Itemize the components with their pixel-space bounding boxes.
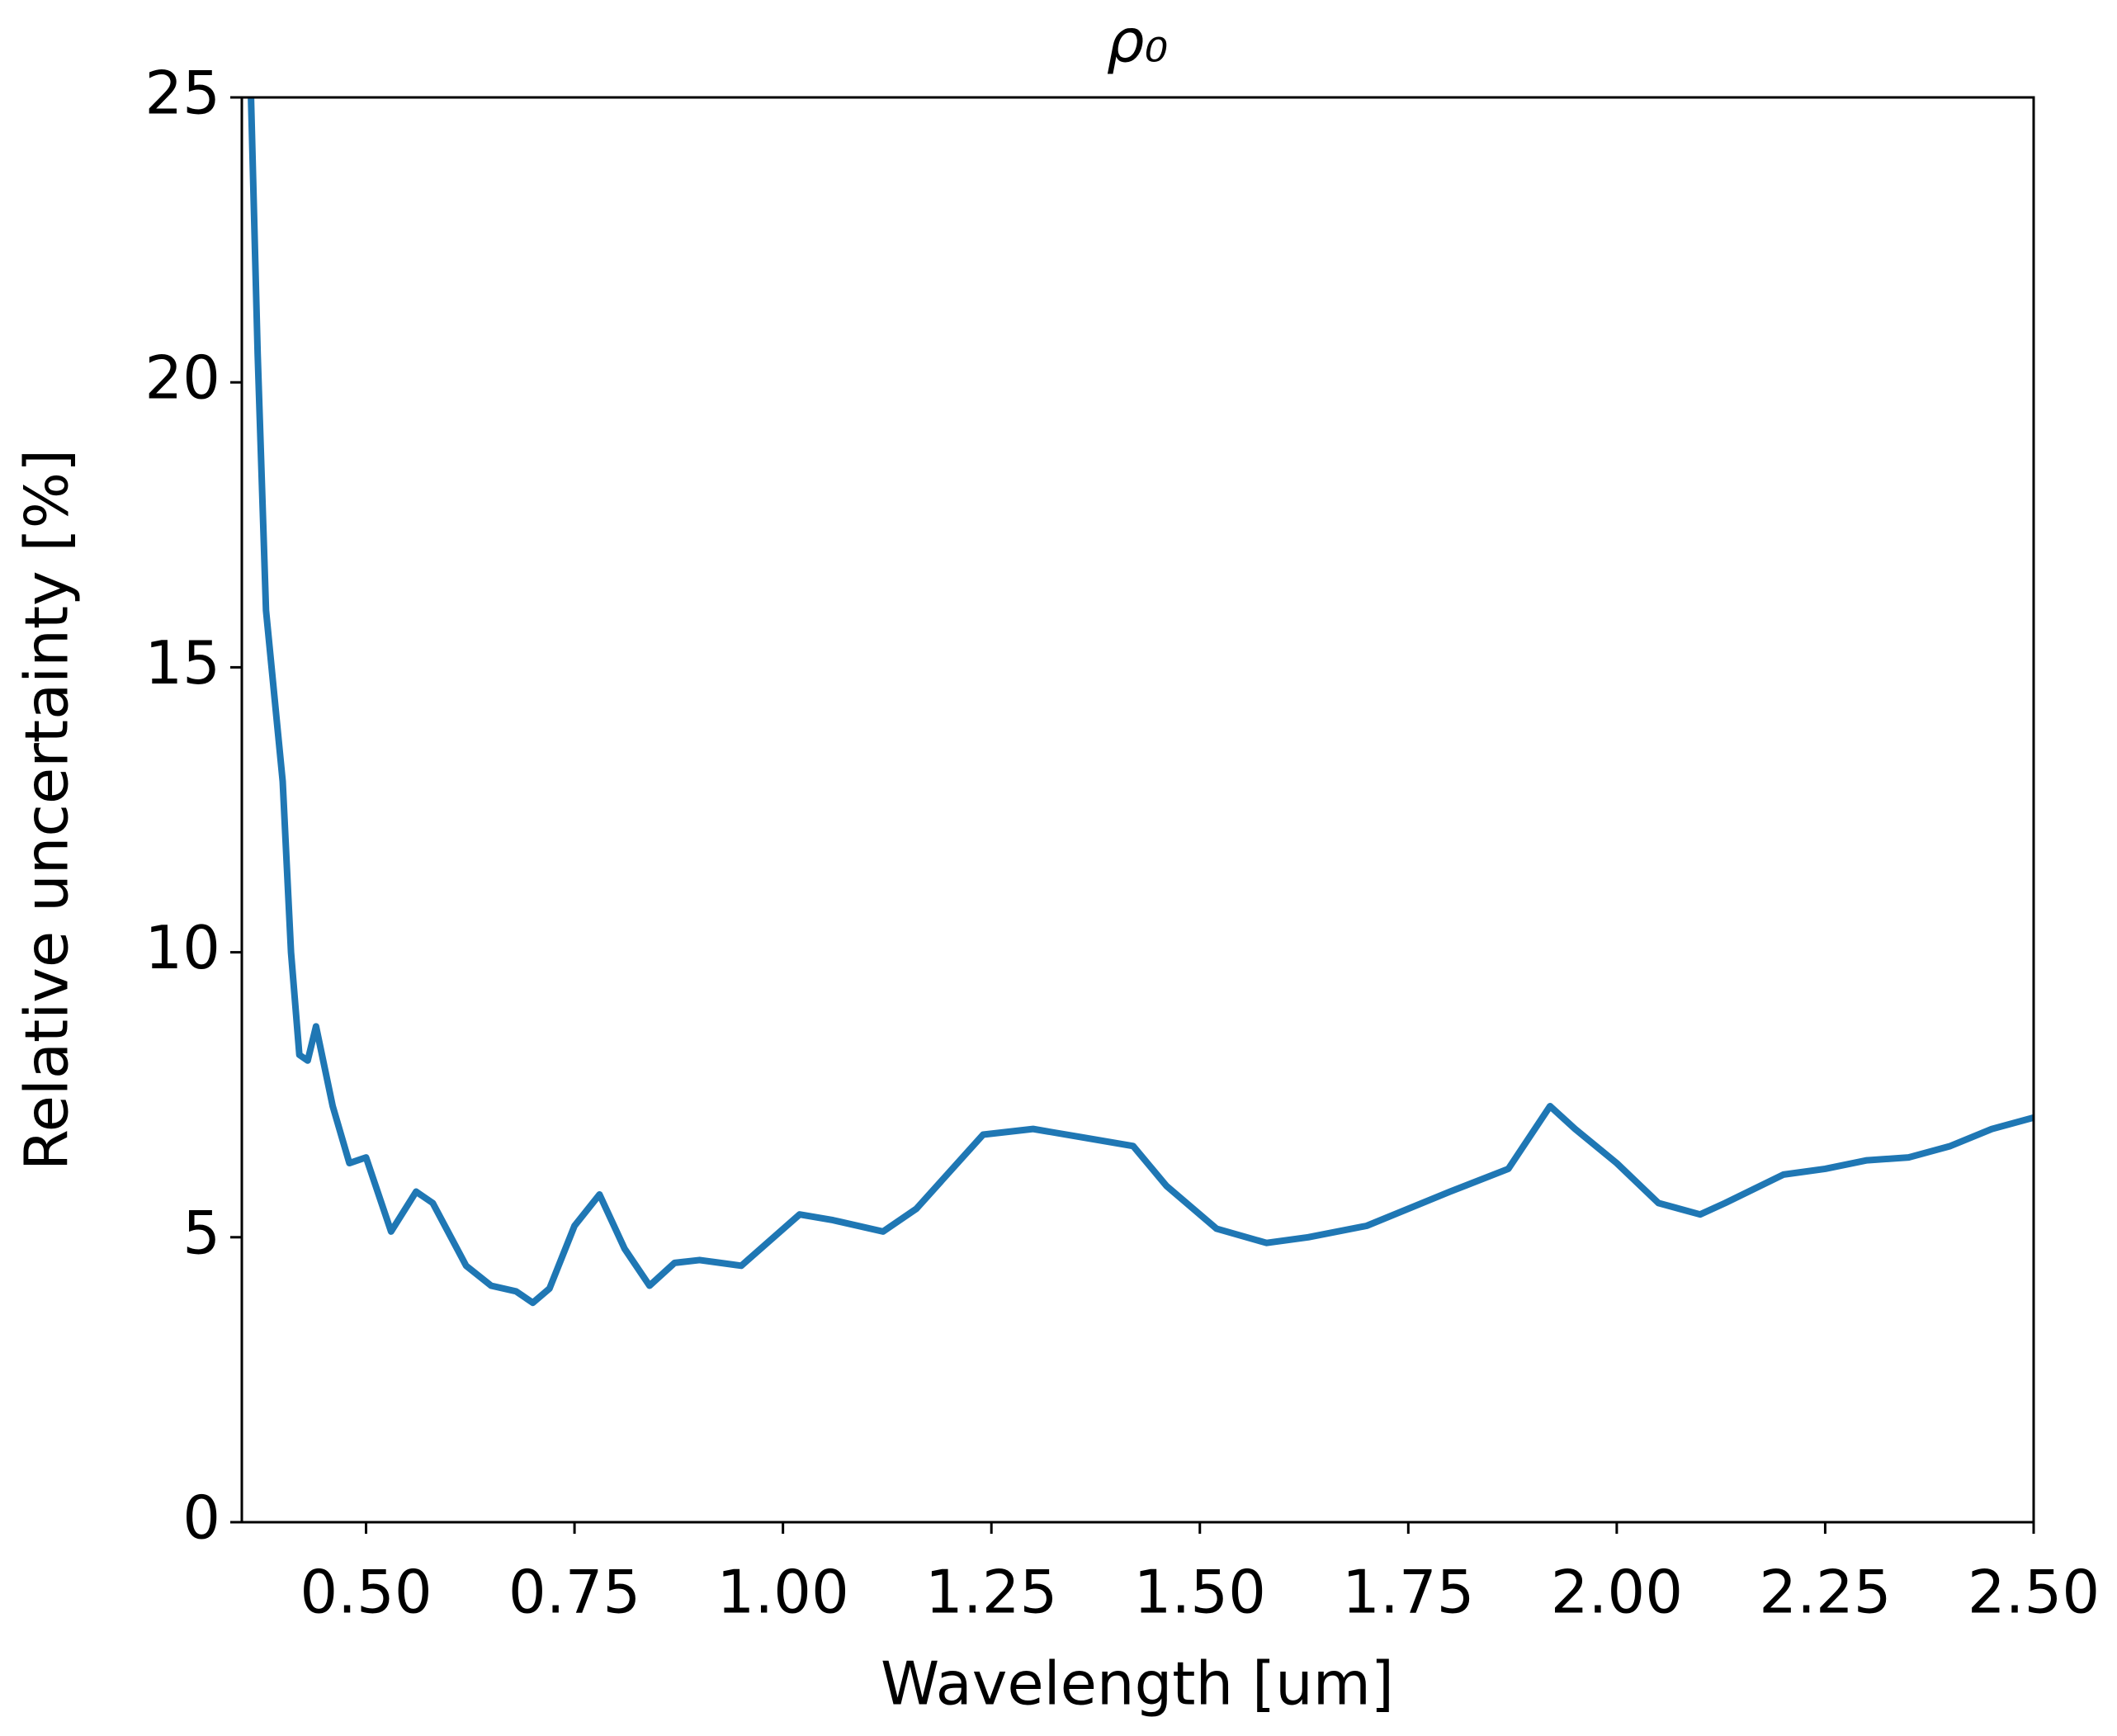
y-tick-label: 0 bbox=[182, 1483, 220, 1553]
y-tick-label: 5 bbox=[182, 1198, 220, 1267]
y-tick-label: 20 bbox=[144, 343, 220, 413]
y-tick-label: 15 bbox=[144, 628, 220, 698]
x-tick-label: 1.00 bbox=[716, 1558, 848, 1627]
chart-title: ρ₀ bbox=[1107, 7, 1169, 76]
y-axis-label: Relative uncertainty [%] bbox=[12, 449, 82, 1171]
x-axis-label: Wavelength [um] bbox=[881, 1649, 1394, 1719]
x-tick-label: 1.50 bbox=[1134, 1558, 1266, 1627]
x-tick-label: 2.25 bbox=[1759, 1558, 1891, 1627]
x-tick-label: 0.75 bbox=[508, 1558, 640, 1627]
x-tick-label: 2.00 bbox=[1551, 1558, 1683, 1627]
x-tick-label: 2.50 bbox=[1968, 1558, 2100, 1627]
data-line bbox=[248, 97, 2034, 1307]
x-tick-label: 1.25 bbox=[925, 1558, 1057, 1627]
y-tick-label: 25 bbox=[144, 59, 220, 128]
plot-frame bbox=[240, 96, 2035, 1524]
y-tick-label: 10 bbox=[144, 913, 220, 982]
x-tick-label: 0.50 bbox=[300, 1558, 432, 1627]
x-tick-label: 1.75 bbox=[1342, 1558, 1474, 1627]
